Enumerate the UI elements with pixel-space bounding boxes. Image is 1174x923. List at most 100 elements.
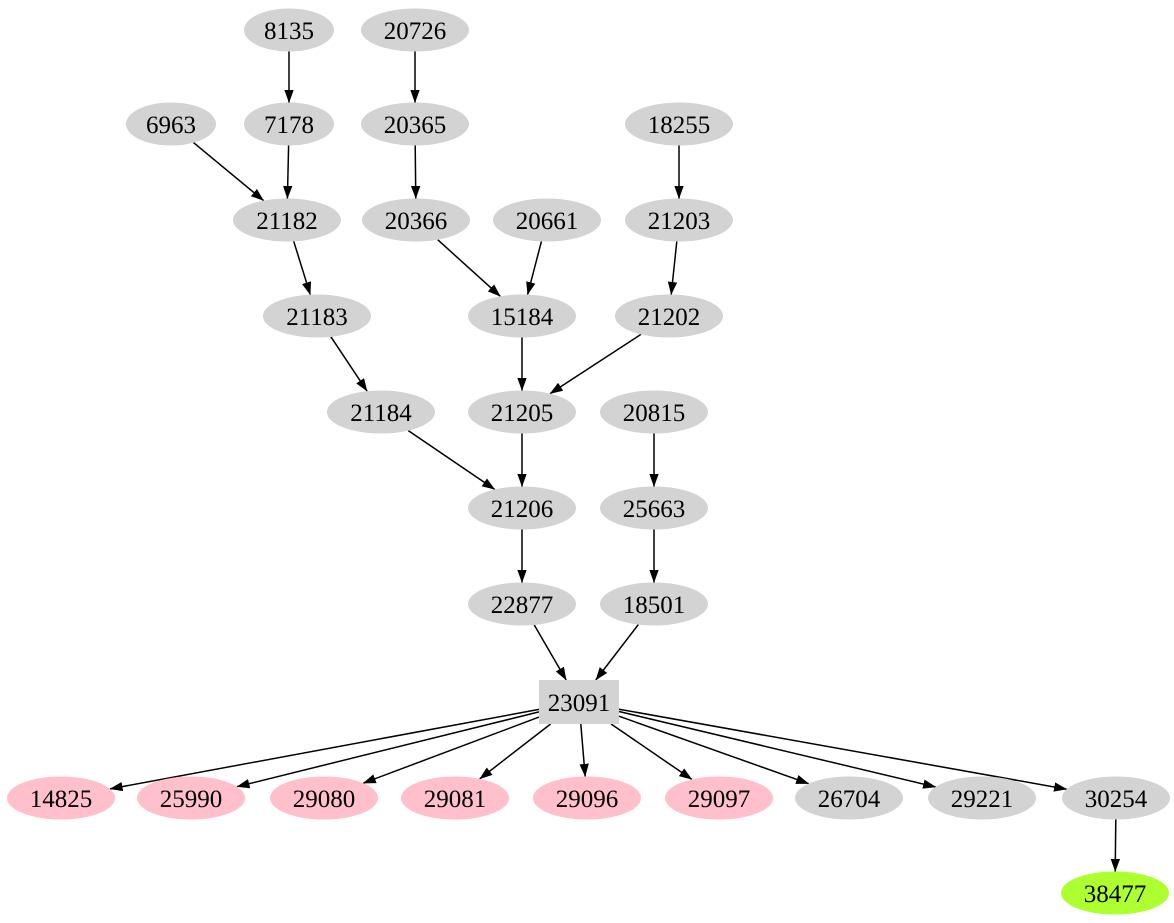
node-20366: 20366 bbox=[362, 198, 470, 242]
node-label-15184: 15184 bbox=[491, 304, 554, 331]
node-20661: 20661 bbox=[493, 198, 601, 242]
node-21206: 21206 bbox=[468, 486, 576, 530]
edge-18501-23091 bbox=[595, 624, 639, 681]
node-label-18255: 18255 bbox=[648, 112, 711, 139]
edge-20661-15184 bbox=[526, 241, 543, 295]
node-label-7178: 7178 bbox=[264, 112, 314, 139]
node-30254: 30254 bbox=[1062, 776, 1170, 820]
node-shape-21203 bbox=[625, 198, 733, 242]
node-21205: 21205 bbox=[468, 390, 576, 434]
node-21202: 21202 bbox=[615, 294, 723, 338]
node-shape-21182 bbox=[233, 198, 341, 242]
node-label-38477: 38477 bbox=[1084, 881, 1147, 908]
node-label-20815: 20815 bbox=[623, 400, 686, 427]
edge-23091-14825 bbox=[109, 708, 540, 792]
node-15184: 15184 bbox=[468, 294, 576, 338]
edge-21182-21183 bbox=[292, 241, 312, 296]
edge-20366-15184 bbox=[437, 239, 501, 297]
node-label-21184: 21184 bbox=[350, 400, 412, 427]
node-21184: 21184 bbox=[327, 390, 435, 434]
edge-23091-29096 bbox=[579, 723, 589, 777]
node-20365: 20365 bbox=[361, 102, 469, 146]
node-21182: 21182 bbox=[233, 198, 341, 242]
node-38477: 38477 bbox=[1061, 871, 1169, 915]
node-shape-21183 bbox=[263, 294, 371, 338]
node-shape-20366 bbox=[362, 198, 470, 242]
edge-23091-29221 bbox=[618, 710, 937, 789]
edge-23091-29097 bbox=[610, 723, 693, 781]
edge-21183-21184 bbox=[330, 336, 368, 392]
nodes-layer: 8135 20726 6963 7178 20365 18255 21182 20366 206… bbox=[7, 8, 1170, 915]
edge-6963-21182 bbox=[193, 142, 265, 202]
node-label-6963: 6963 bbox=[146, 112, 196, 139]
node-label-29221: 29221 bbox=[951, 786, 1014, 813]
node-label-29096: 29096 bbox=[556, 786, 619, 813]
node-label-29080: 29080 bbox=[293, 786, 356, 813]
node-29097: 29097 bbox=[665, 776, 773, 820]
node-shape-25663 bbox=[600, 486, 708, 530]
node-shape-25990 bbox=[137, 776, 245, 820]
node-6963: 6963 bbox=[126, 102, 216, 146]
node-25663: 25663 bbox=[600, 486, 708, 530]
edge-21203-21202 bbox=[667, 241, 678, 295]
node-shape-15184 bbox=[468, 294, 576, 338]
node-18255: 18255 bbox=[625, 102, 733, 146]
node-shape-20661 bbox=[493, 198, 601, 242]
node-shape-20815 bbox=[600, 390, 708, 434]
node-shape-21206 bbox=[468, 486, 576, 530]
edge-23091-29080 bbox=[362, 716, 540, 784]
edge-23091-29081 bbox=[479, 723, 552, 780]
node-label-21206: 21206 bbox=[491, 496, 554, 523]
edge-22877-23091 bbox=[533, 624, 567, 681]
node-8135: 8135 bbox=[244, 8, 334, 52]
node-21203: 21203 bbox=[625, 198, 733, 242]
node-shape-21202 bbox=[615, 294, 723, 338]
node-label-18501: 18501 bbox=[623, 592, 686, 619]
node-20815: 20815 bbox=[600, 390, 708, 434]
node-shape-8135 bbox=[244, 8, 334, 52]
node-shape-23091 bbox=[539, 680, 619, 724]
node-shape-38477 bbox=[1061, 871, 1169, 915]
node-label-29081: 29081 bbox=[424, 786, 487, 813]
node-label-30254: 30254 bbox=[1085, 786, 1148, 813]
node-14825: 14825 bbox=[7, 776, 115, 820]
node-label-20661: 20661 bbox=[516, 208, 579, 235]
node-shape-26704 bbox=[795, 776, 903, 820]
node-shape-29081 bbox=[401, 776, 509, 820]
node-shape-20726 bbox=[361, 8, 469, 52]
node-29221: 29221 bbox=[928, 776, 1036, 820]
node-label-21182: 21182 bbox=[256, 208, 318, 235]
node-23091: 23091 bbox=[539, 680, 619, 724]
node-shape-18501 bbox=[600, 582, 708, 626]
node-label-21205: 21205 bbox=[491, 400, 554, 427]
node-21183: 21183 bbox=[263, 294, 371, 338]
node-label-8135: 8135 bbox=[264, 18, 314, 45]
node-shape-7178 bbox=[244, 102, 334, 146]
node-shape-29097 bbox=[665, 776, 773, 820]
edge-21184-21206 bbox=[407, 429, 496, 491]
node-shape-20365 bbox=[361, 102, 469, 146]
node-label-20726: 20726 bbox=[384, 18, 447, 45]
node-shape-29096 bbox=[533, 776, 641, 820]
node-label-20365: 20365 bbox=[384, 112, 447, 139]
edge-7178-21182 bbox=[282, 145, 293, 199]
edge-30254-38477 bbox=[1110, 819, 1121, 872]
node-26704: 26704 bbox=[795, 776, 903, 820]
node-22877: 22877 bbox=[468, 582, 576, 626]
node-shape-29080 bbox=[270, 776, 378, 820]
node-29080: 29080 bbox=[270, 776, 378, 820]
node-20726: 20726 bbox=[361, 8, 469, 52]
node-shape-18255 bbox=[625, 102, 733, 146]
node-label-21203: 21203 bbox=[648, 208, 711, 235]
node-shape-21205 bbox=[468, 390, 576, 434]
node-label-29097: 29097 bbox=[688, 786, 751, 813]
node-label-21183: 21183 bbox=[286, 304, 348, 331]
node-shape-29221 bbox=[928, 776, 1036, 820]
node-7178: 7178 bbox=[244, 102, 334, 146]
node-18501: 18501 bbox=[600, 582, 708, 626]
node-label-14825: 14825 bbox=[30, 786, 93, 813]
node-29096: 29096 bbox=[533, 776, 641, 820]
node-label-25990: 25990 bbox=[160, 786, 223, 813]
